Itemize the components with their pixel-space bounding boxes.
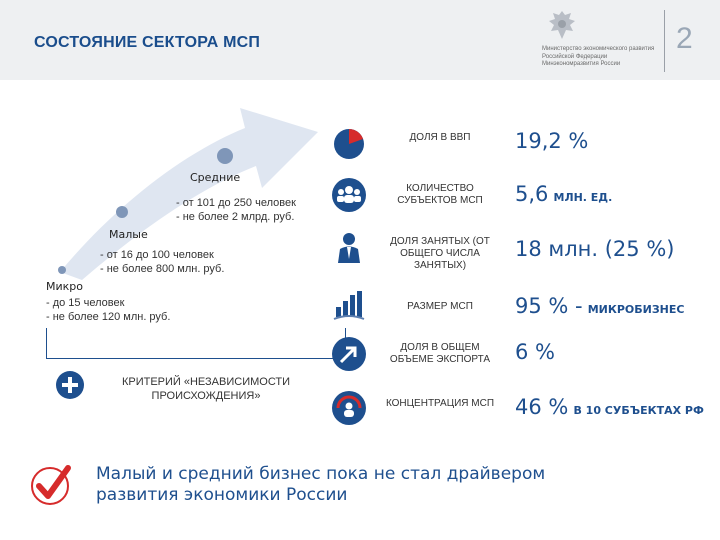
page-number: 2 (676, 22, 693, 55)
metric-value: 19,2 % (515, 129, 588, 153)
medium-criteria: - от 101 до 250 человек - не более 2 млр… (176, 197, 296, 224)
independence-criterion: КРИТЕРИЙ «НЕЗАВИСИМОСТИ ПРОИСХОЖДЕНИЯ» (121, 376, 291, 402)
criteria-line: - до 15 человек (46, 297, 125, 309)
criteria-line: - от 101 до 250 человек (176, 197, 296, 209)
metric-value: 46 % В 10 СУБЪЕКТАХ РФ (515, 395, 704, 419)
micro-label: Микро (46, 280, 83, 293)
bar-growth-icon (332, 287, 366, 321)
metric-number: 5,6 (515, 182, 549, 206)
small-dot (116, 206, 128, 218)
conclusion-line: развития экономики России (96, 485, 348, 505)
checkmark-icon (31, 465, 71, 505)
header-bar (0, 0, 720, 80)
pie-chart-icon (332, 127, 366, 161)
small-criteria: - от 16 до 100 человек - не более 800 мл… (100, 249, 224, 276)
metric-unit: МИКРОБИЗНЕС (587, 303, 685, 316)
metric-value: 18 млн. (25 %) (515, 237, 674, 261)
concentration-icon (332, 391, 366, 425)
metric-number: 6 % (515, 340, 555, 364)
ministry-name: Министерство экономического развития Рос… (542, 46, 654, 69)
metric-unit: МЛН. ЕД. (553, 191, 613, 204)
metric-value: 5,6 МЛН. ЕД. (515, 182, 612, 206)
metric-value: 95 % - МИКРОБИЗНЕС (515, 294, 684, 318)
page-title: СОСТОЯНИЕ СЕКТОРА МСП (34, 34, 261, 51)
small-label: Малые (109, 228, 148, 241)
criteria-line: - не более 2 млрд. руб. (176, 210, 295, 223)
group-people-icon (332, 178, 366, 212)
conclusion-text: Малый и средний бизнес пока не стал драй… (96, 464, 545, 506)
ministry-line: Минэкономразвития России (542, 61, 621, 67)
header-divider (664, 10, 665, 72)
metric-number: 19,2 % (515, 129, 589, 153)
criteria-line: - не более 120 млн. руб. (46, 310, 171, 323)
criteria-line: - от 16 до 100 человек (100, 249, 214, 261)
metric-number: 46 % (515, 395, 569, 419)
metric-label: ДОЛЯ ЗАНЯТЫХ (ОТ ОБЩЕГО ЧИСЛА ЗАНЯТЫХ) (390, 236, 490, 271)
metric-value: 6 % (515, 340, 555, 364)
micro-dot (58, 266, 66, 274)
criteria-line: - не более 800 млн. руб. (100, 262, 225, 275)
metric-unit: В 10 СУБЪЕКТАХ РФ (573, 404, 704, 417)
metric-label: КОЛИЧЕСТВО СУБЪЕКТОВ МСП (397, 183, 483, 206)
ministry-line: Российской Федерации (542, 53, 608, 60)
metric-number: 95 % - (515, 294, 583, 318)
plus-icon (56, 371, 84, 399)
ministry-line: Министерство экономического развития (542, 46, 655, 52)
medium-dot (217, 148, 233, 164)
export-arrow-icon (332, 337, 366, 371)
medium-label: Средние (190, 171, 241, 184)
metric-label: РАЗМЕР МСП (407, 301, 473, 312)
segments-bracket (46, 328, 346, 359)
conclusion-line: Малый и средний бизнес пока не стал драй… (96, 464, 546, 484)
metric-label: ДОЛЯ В ВВП (409, 132, 471, 143)
metric-label: КОНЦЕНТРАЦИЯ МСП (385, 398, 495, 409)
coat-of-arms-icon (549, 11, 575, 39)
micro-criteria: - до 15 человек - не более 120 млн. руб. (46, 297, 170, 324)
metric-number: 18 млн. (25 %) (515, 237, 675, 261)
metric-label: ДОЛЯ В ОБЩЕМ ОБЪЕМЕ ЭКСПОРТА (389, 342, 491, 365)
person-icon (332, 231, 366, 265)
